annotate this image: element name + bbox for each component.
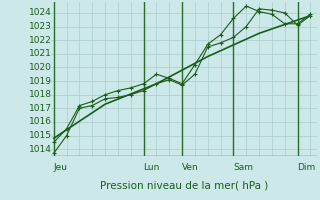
Text: 1016: 1016 — [29, 117, 52, 126]
Text: Sam: Sam — [233, 163, 253, 172]
Text: 1024: 1024 — [29, 8, 52, 17]
Text: 1017: 1017 — [29, 104, 52, 113]
Text: 1020: 1020 — [29, 63, 52, 72]
X-axis label: Pression niveau de la mer( hPa ): Pression niveau de la mer( hPa ) — [100, 180, 268, 190]
Text: 1019: 1019 — [29, 77, 52, 86]
Text: 1015: 1015 — [29, 131, 52, 140]
Text: 1023: 1023 — [29, 22, 52, 31]
Text: Dim: Dim — [298, 163, 316, 172]
Text: 1022: 1022 — [29, 36, 52, 45]
Text: 1018: 1018 — [29, 90, 52, 99]
Text: Ven: Ven — [182, 163, 199, 172]
Text: Jeu: Jeu — [54, 163, 68, 172]
Text: 1014: 1014 — [29, 145, 52, 154]
Text: 1021: 1021 — [29, 49, 52, 58]
Text: Lun: Lun — [144, 163, 160, 172]
